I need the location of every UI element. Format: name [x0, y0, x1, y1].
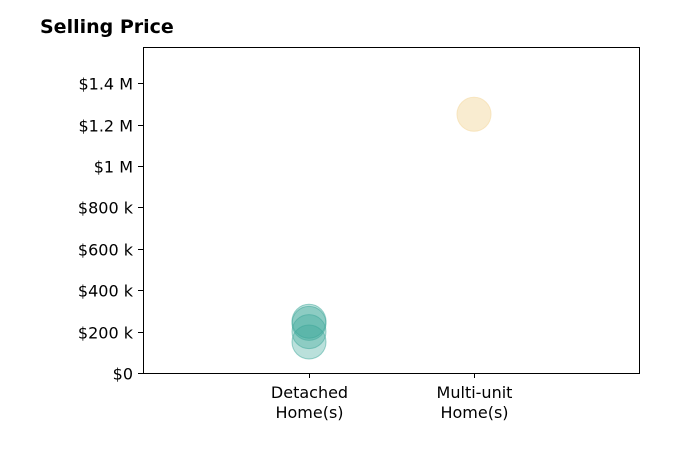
data-point — [456, 96, 492, 132]
y-tick-label: $800 k — [78, 199, 134, 218]
y-axis: $0 $200 k $400 k $600 k $800 k $1 M $1.2 M $1.4… — [78, 75, 143, 384]
plot-area — [143, 47, 640, 374]
y-tick-label: $1.4 M — [78, 75, 133, 94]
y-tick-label: $0 — [113, 365, 133, 384]
data-point — [291, 324, 327, 360]
data-points — [291, 96, 492, 360]
x-tick-label: Multi-unit — [437, 383, 513, 402]
chart-title: Selling Price — [40, 16, 174, 38]
y-tick-label: $200 k — [78, 324, 134, 343]
y-tick-label: $1 M — [94, 158, 133, 177]
x-tick-label: Detached — [271, 383, 348, 402]
y-tick-label: $400 k — [78, 282, 134, 301]
x-tick-label: Home(s) — [275, 403, 343, 422]
y-tick-label: $600 k — [78, 241, 134, 260]
x-tick-label: Home(s) — [440, 403, 508, 422]
y-tick-label: $1.2 M — [78, 117, 133, 136]
data-point — [291, 303, 327, 339]
data-point — [291, 314, 327, 350]
